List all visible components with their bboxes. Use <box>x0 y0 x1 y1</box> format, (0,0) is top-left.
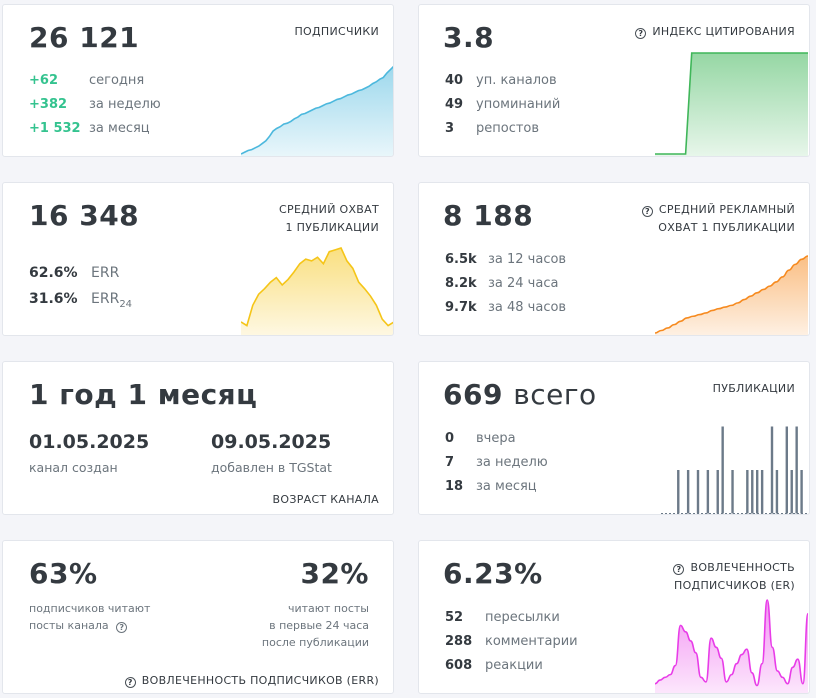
er-chart <box>655 599 809 693</box>
ad_reach-area <box>655 256 808 335</box>
citation-row-reposts: 3 репостов <box>445 121 540 136</box>
posts-bar <box>795 426 798 514</box>
channel-age-value: 1 год 1 месяц <box>29 378 258 411</box>
ad_reach-line <box>655 255 809 334</box>
posts-bar <box>706 470 710 514</box>
reach-card[interactable]: 16 348 СРЕДНИЙ ОХВАТ 1 ПУБЛИКАЦИИ 62.6% ER… <box>2 182 394 336</box>
subscribers-line <box>241 65 393 155</box>
help-icon[interactable]: ? <box>641 206 653 217</box>
help-icon[interactable]: ? <box>673 564 685 575</box>
er-card[interactable]: 6.23% ? ВОВЛЕЧЕННОСТЬ ПОДПИСЧИКОВ (ER) 52 п… <box>418 540 810 694</box>
err-left-value: 63% <box>29 557 98 590</box>
posts-bar <box>696 470 700 514</box>
citation-card[interactable]: 3.8 ? ИНДЕКС ЦИТИРОВАНИЯ 40 уп. каналов 49… <box>418 4 810 157</box>
ad-reach-card[interactable]: 8 188 ? СРЕДНИЙ РЕКЛАМНЫЙ ОХВАТ 1 ПУБЛИКАЦ… <box>418 182 810 336</box>
posts-bar <box>686 470 690 514</box>
ad-reach-row-48h: 9.7k за 48 часов <box>445 300 567 315</box>
posts-title: ПУБЛИКАЦИИ <box>712 382 795 395</box>
created-label: канал создан <box>29 460 118 475</box>
ad-reach-value: 8 188 <box>443 199 534 232</box>
posts-bar <box>677 470 680 514</box>
ad-reach-chart <box>655 255 809 335</box>
average-reach-value: 16 348 <box>29 199 140 232</box>
posts-bar <box>760 470 764 514</box>
posts-row-week: 7 за неделю <box>445 455 548 470</box>
err-title: ? ВОВЛЕЧЕННОСТЬ ПОДПИСЧИКОВ (ERR) <box>124 674 379 688</box>
reach-line <box>241 247 393 327</box>
subscribers-row-today: +62 сегодня <box>29 73 145 88</box>
posts-row-yesterday: 0 вчера <box>445 431 516 446</box>
reach-title: СРЕДНИЙ ОХВАТ 1 ПУБЛИКАЦИИ <box>279 203 379 234</box>
help-icon[interactable]: ? <box>635 28 647 39</box>
er-line <box>655 599 809 687</box>
er-area <box>655 600 808 693</box>
posts-bar <box>756 470 759 514</box>
posts-bar <box>775 470 779 514</box>
er-value: 6.23% <box>443 557 543 590</box>
posts-bar <box>751 470 754 514</box>
err-right-caption: читают посты в первые 24 часа после публ… <box>261 602 369 649</box>
posts-bar <box>731 470 734 514</box>
ad-reach-title: ? СРЕДНИЙ РЕКЛАМНЫЙ ОХВАТ 1 ПУБЛИКАЦИИ <box>641 201 795 237</box>
err-card[interactable]: 63% подписчиков читают посты канала ? 32… <box>2 540 394 694</box>
posts-bar <box>785 426 788 514</box>
posts-total: 669 всего <box>443 378 597 411</box>
posts-bar <box>721 426 724 514</box>
posts-bar <box>800 470 803 514</box>
posts-card[interactable]: 669 всего ПУБЛИКАЦИИ 0 вчера 7 за неделю 1… <box>418 361 810 515</box>
citation-index-value: 3.8 <box>443 21 495 54</box>
er-row-comments: 288 комментарии <box>445 634 578 649</box>
er-row-forwards: 52 пересылки <box>445 610 560 625</box>
reach-chart <box>241 247 393 335</box>
citation-chart <box>655 52 808 156</box>
citation-title: ? ИНДЕКС ЦИТИРОВАНИЯ <box>635 23 795 41</box>
citation-area <box>655 53 808 156</box>
reach-row-err24: 31.6% ERR24 <box>29 291 133 310</box>
subscribers-row-month: +1 532 за месяц <box>29 121 150 136</box>
help-icon[interactable]: ? <box>116 622 128 633</box>
subscribers-card[interactable]: 26 121 ПОДПИСЧИКИ +62 сегодня +382 за неде… <box>2 4 394 157</box>
subscribers-row-week: +382 за неделю <box>29 97 161 112</box>
reach-area <box>241 248 393 335</box>
citation-line <box>655 52 808 155</box>
er-title: ? ВОВЛЕЧЕННОСТЬ ПОДПИСЧИКОВ (ER) <box>673 561 795 592</box>
subscribers-count: 26 121 <box>29 21 140 54</box>
ad-reach-row-24h: 8.2k за 24 часа <box>445 276 559 291</box>
posts-bar <box>770 426 774 514</box>
err-right-value: 32% <box>300 557 369 590</box>
created-date: 01.05.2025 <box>29 431 150 453</box>
subscribers-chart <box>241 65 393 156</box>
posts-bar <box>790 470 793 514</box>
posts-bar <box>746 470 749 514</box>
age-card[interactable]: 1 год 1 месяц 01.05.2025 канал создан 09… <box>2 361 394 515</box>
citation-row-channels: 40 уп. каналов <box>445 73 557 88</box>
added-date: 09.05.2025 <box>211 431 332 453</box>
ad-reach-row-12h: 6.5k за 12 часов <box>445 252 567 267</box>
er-row-reactions: 608 реакции <box>445 658 543 673</box>
added-label: добавлен в TGStat <box>211 460 332 475</box>
age-title: ВОЗРАСТ КАНАЛА <box>272 493 379 506</box>
subscribers-area <box>241 66 393 156</box>
reach-row-err: 62.6% ERR <box>29 265 120 281</box>
posts-chart <box>661 426 809 514</box>
posts-bar <box>716 470 719 514</box>
citation-row-mentions: 49 упоминаний <box>445 97 561 112</box>
subscribers-title: ПОДПИСЧИКИ <box>294 25 379 38</box>
posts-row-month: 18 за месяц <box>445 479 537 494</box>
err-left-caption: подписчиков читают посты канала ? <box>29 602 151 633</box>
help-icon[interactable]: ? <box>124 677 136 688</box>
